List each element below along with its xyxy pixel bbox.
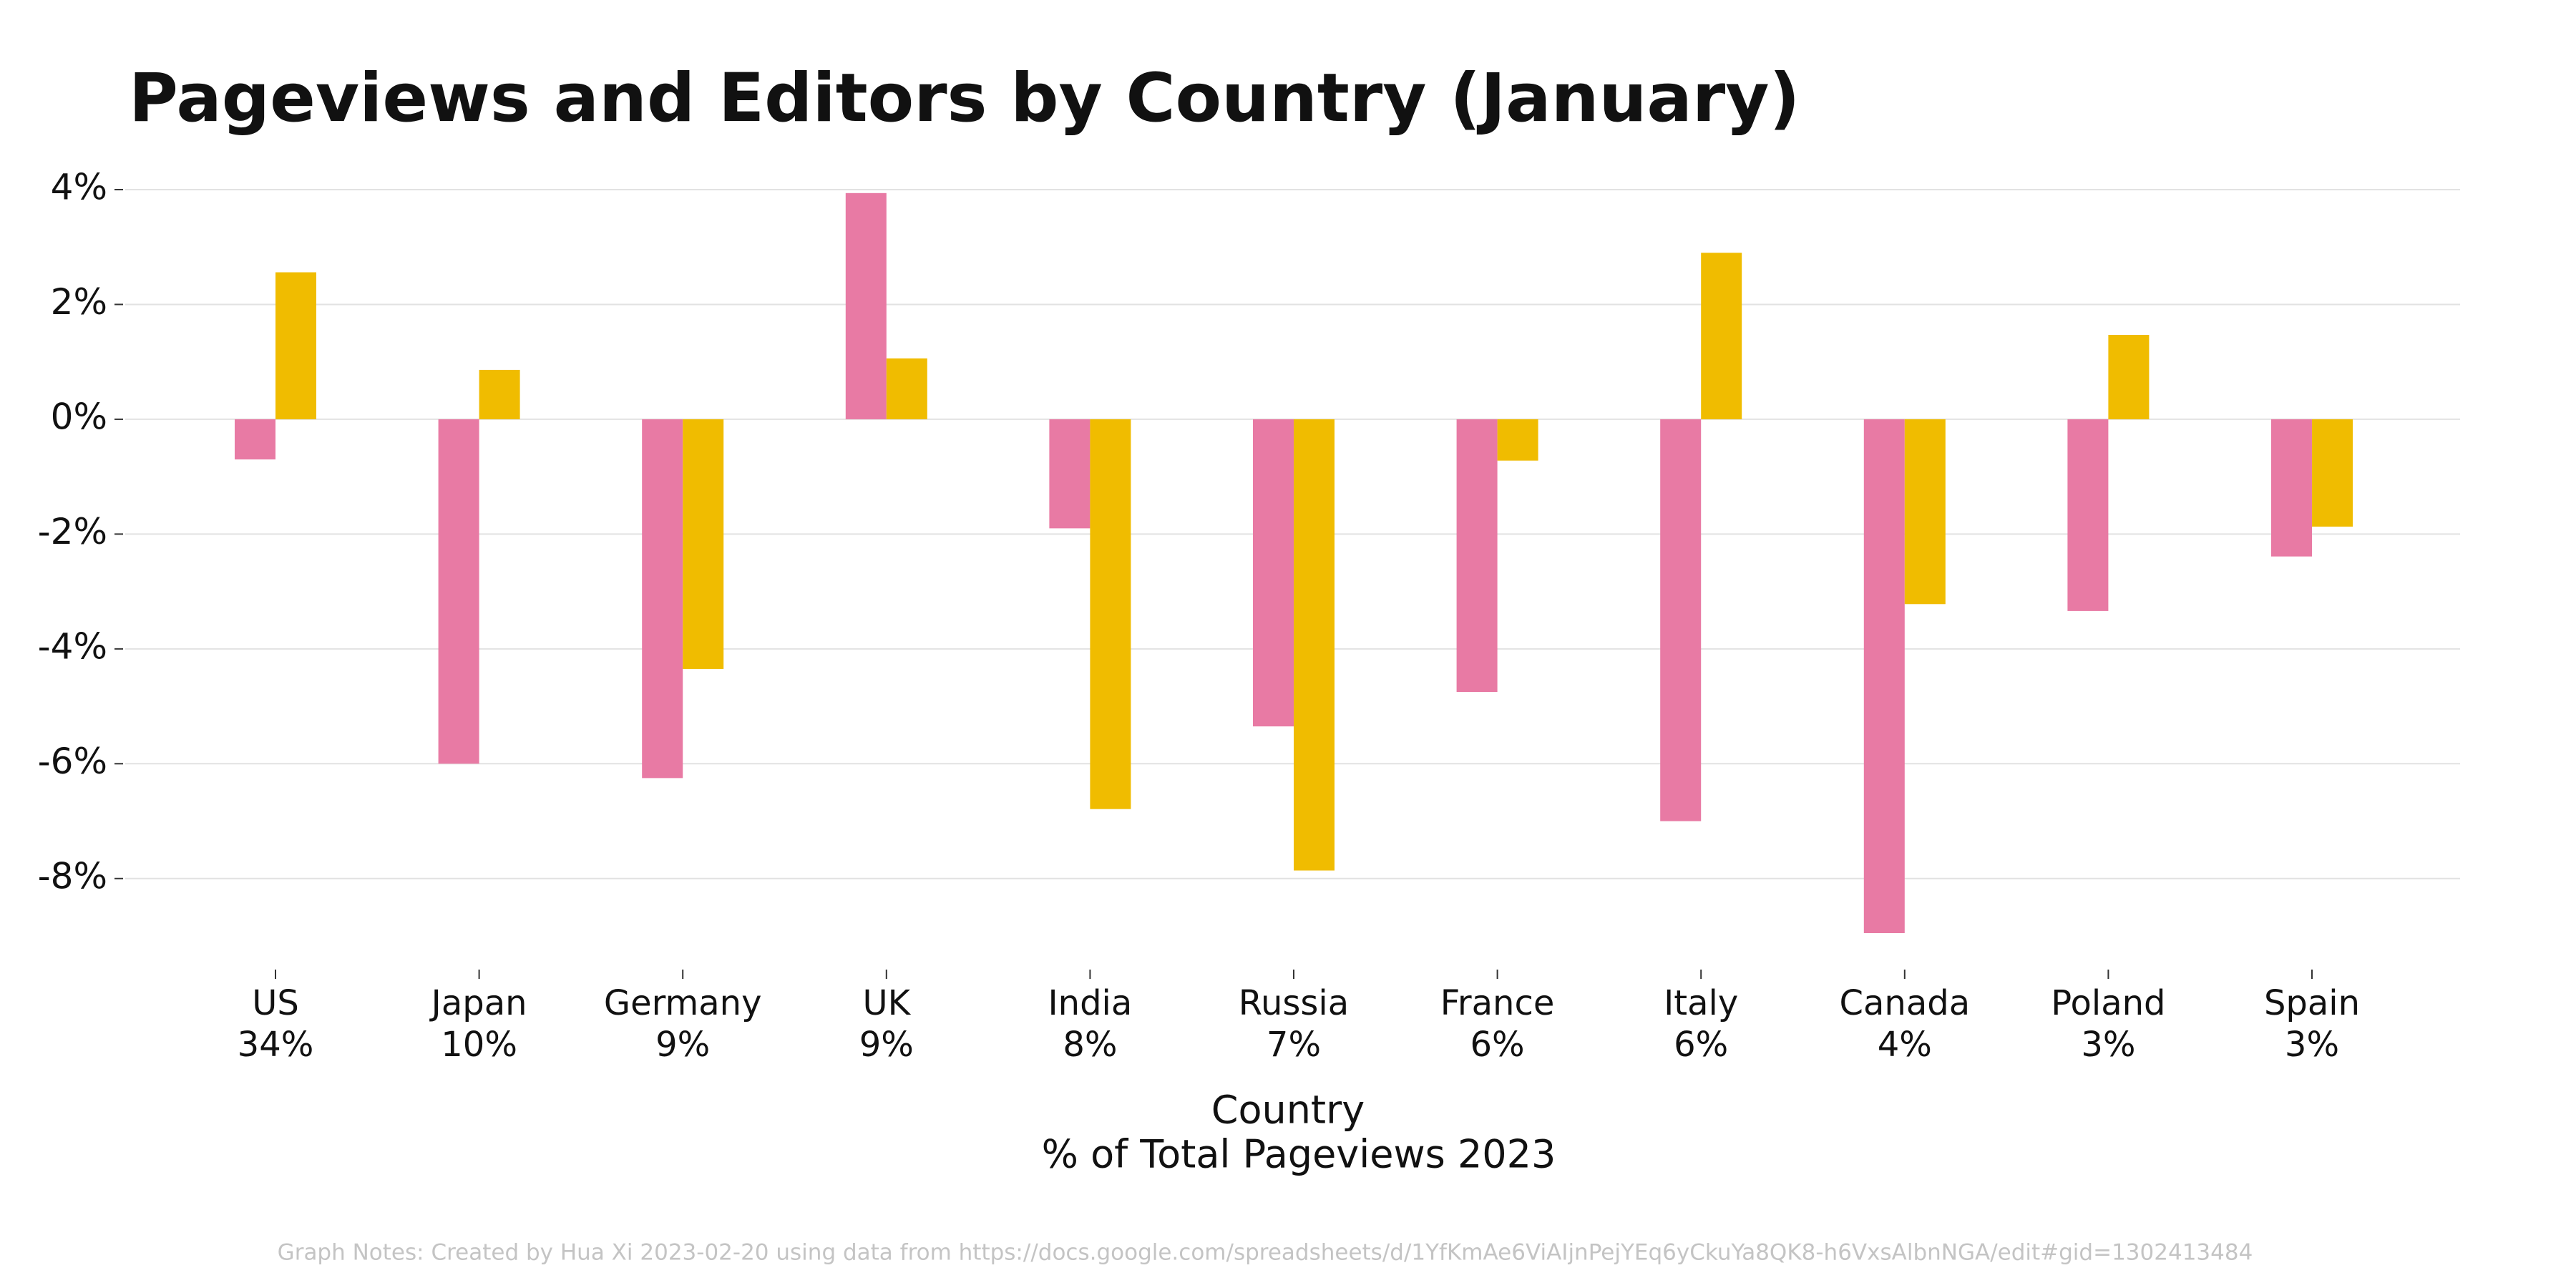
y-tick-label: 0% [51, 396, 107, 437]
bar [1660, 419, 1702, 821]
y-tick-label: -6% [38, 741, 107, 782]
bar [683, 419, 724, 669]
bar [1090, 419, 1131, 809]
x-tick-sublabel: 34% [238, 1025, 314, 1065]
x-tick-sublabel: 6% [1470, 1025, 1525, 1065]
x-tick-label: Canada [1839, 983, 1970, 1023]
y-tick-label: -4% [38, 625, 107, 667]
x-tick-sublabel: 4% [1878, 1025, 1932, 1065]
bar [845, 192, 887, 419]
x-tick-label: Russia [1239, 983, 1349, 1023]
x-tick-label: France [1440, 983, 1555, 1023]
bar [1049, 419, 1091, 529]
graph-note: Graph Notes: Created by Hua Xi 2023-02-2… [278, 1240, 2253, 1266]
bar [2271, 419, 2312, 557]
bar [1701, 253, 1742, 419]
x-axis-label: % of Total Pageviews 2023 [1042, 1132, 1556, 1177]
x-tick-label: US [252, 983, 299, 1023]
x-tick-label: India [1048, 983, 1133, 1023]
x-tick-sublabel: 3% [2285, 1025, 2339, 1065]
bar [1294, 419, 1335, 871]
x-tick-sublabel: 3% [2081, 1025, 2135, 1065]
y-tick-label: 4% [51, 167, 107, 208]
x-tick-label: Germany [604, 983, 762, 1023]
x-tick-label: UK [862, 983, 911, 1023]
bar [642, 419, 683, 779]
bar [2067, 419, 2109, 611]
bar [2108, 334, 2150, 419]
x-tick-label: Poland [2051, 983, 2165, 1023]
bar [438, 419, 479, 764]
x-tick-sublabel: 9% [859, 1025, 914, 1065]
x-tick-sublabel: 7% [1267, 1025, 1321, 1065]
x-tick-sublabel: 8% [1063, 1025, 1117, 1065]
bar [886, 358, 927, 419]
x-tick-label: Japan [429, 983, 527, 1023]
x-tick-label: Spain [2264, 983, 2360, 1023]
bar [1863, 419, 1905, 933]
y-tick-label: -2% [38, 511, 107, 552]
chart-title: Pageviews and Editors by Country (Januar… [129, 59, 1800, 137]
x-tick-sublabel: 6% [1674, 1025, 1728, 1065]
bar [235, 419, 275, 460]
x-tick-sublabel: 10% [441, 1025, 517, 1065]
bar [275, 272, 316, 419]
bar [1497, 419, 1538, 461]
bar [1456, 419, 1498, 693]
x-tick-sublabel: 9% [655, 1025, 710, 1065]
x-tick-label: Italy [1664, 983, 1738, 1023]
bar [2312, 419, 2353, 527]
bar [1253, 419, 1294, 727]
y-tick-label: -8% [38, 855, 107, 897]
x-axis-label: Country [1211, 1088, 1365, 1133]
y-tick-label: 2% [51, 281, 107, 323]
bar [479, 369, 520, 419]
bar [1904, 419, 1946, 605]
